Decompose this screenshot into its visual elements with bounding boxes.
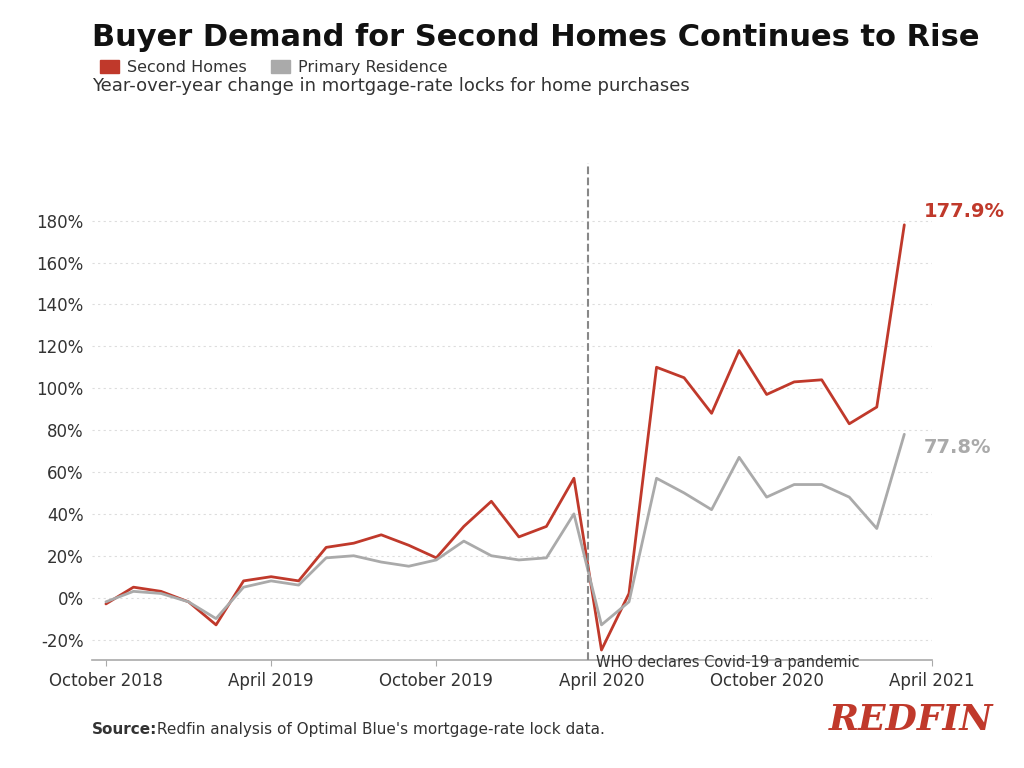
Text: Buyer Demand for Second Homes Continues to Rise: Buyer Demand for Second Homes Continues … xyxy=(92,23,980,52)
Text: 177.9%: 177.9% xyxy=(924,202,1005,220)
Text: 77.8%: 77.8% xyxy=(924,439,991,458)
Text: Source:: Source: xyxy=(92,722,158,737)
Text: WHO declares Covid-19 a pandemic: WHO declares Covid-19 a pandemic xyxy=(596,655,859,670)
Text: REDFIN: REDFIN xyxy=(828,703,993,737)
Text: Redfin analysis of Optimal Blue's mortgage-rate lock data.: Redfin analysis of Optimal Blue's mortga… xyxy=(152,722,604,737)
Text: Year-over-year change in mortgage-rate locks for home purchases: Year-over-year change in mortgage-rate l… xyxy=(92,77,690,94)
Legend: Second Homes, Primary Residence: Second Homes, Primary Residence xyxy=(100,60,447,75)
